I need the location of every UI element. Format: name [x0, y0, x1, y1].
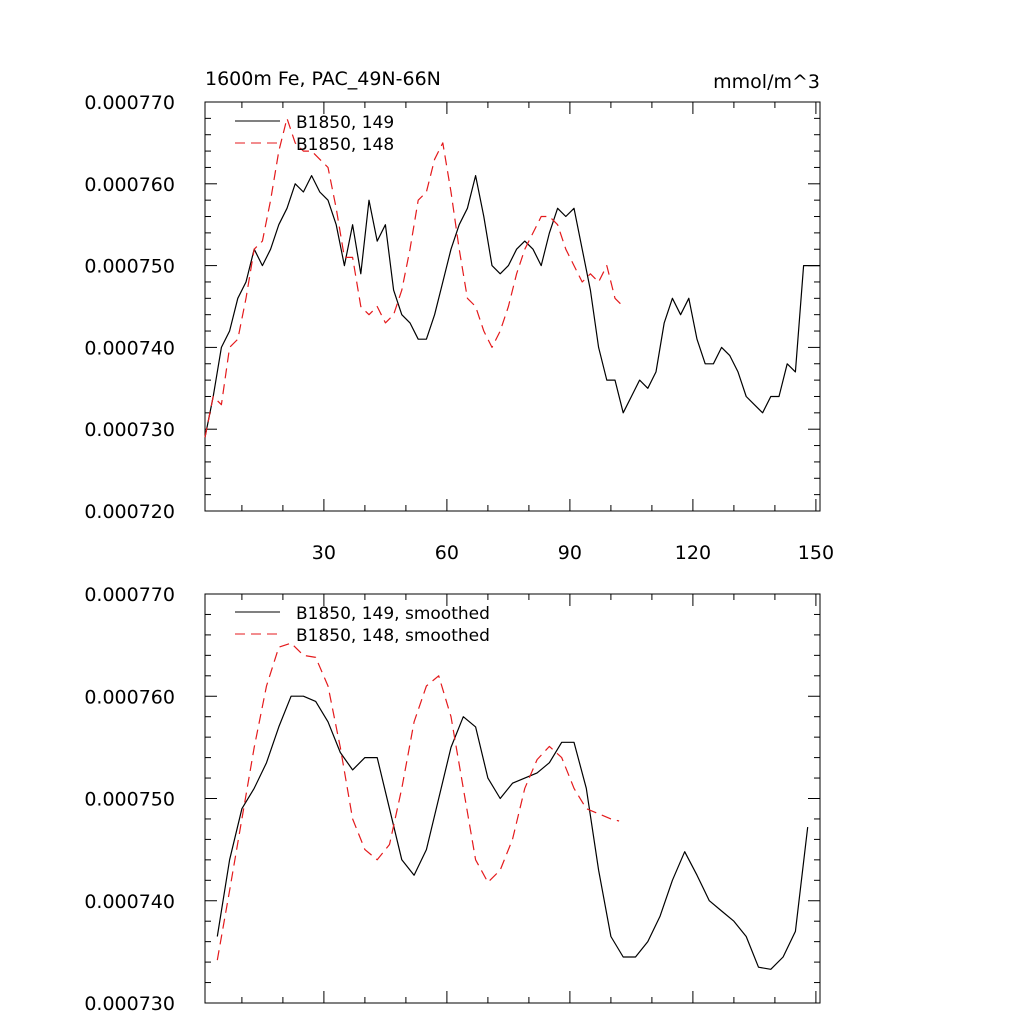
y-tick-label: 0.000740 [84, 891, 175, 913]
bottom-plot-frame [204, 593, 821, 1004]
y-tick-label: 0.000730 [84, 419, 175, 441]
y-tick-label: 0.000720 [84, 501, 175, 523]
bottom-panel: 0.000730 0.000740 0.000750 0.000760 0.000770… [84, 584, 821, 1015]
top-legend: B1850, 149 B1850, 148 [235, 113, 394, 155]
legend-label-b1850-148-smoothed: B1850, 148, smoothed [296, 626, 490, 646]
top-plot-frame [204, 101, 821, 512]
x-tick-label: 150 [798, 542, 834, 564]
y-tick-label: 0.000730 [84, 993, 175, 1015]
y-tick-label: 0.000740 [84, 337, 175, 359]
bottom-legend: B1850, 149, smoothed B1850, 148, smoothe… [235, 604, 490, 646]
x-tick-label: 120 [675, 542, 711, 564]
top-title: 1600m Fe, PAC_49N-66N [205, 68, 441, 90]
series-line-b1850-148 [204, 117, 624, 438]
x-tick-label: 90 [558, 542, 582, 564]
legend-label-b1850-149: B1850, 149 [296, 113, 394, 133]
y-tick-label: 0.000770 [84, 584, 175, 606]
y-tick-label: 0.000770 [84, 92, 175, 114]
legend-label-b1850-149-smoothed: B1850, 149, smoothed [296, 604, 490, 624]
series-line-b1850-148-smoothed [216, 642, 620, 961]
legend-label-b1850-148: B1850, 148 [296, 135, 394, 155]
x-tick-label: 30 [312, 542, 336, 564]
y-tick-label: 0.000760 [84, 174, 175, 196]
top-units: mmol/m^3 [713, 71, 820, 93]
series-line-b1850-149-smoothed [216, 695, 809, 970]
y-tick-label: 0.000760 [84, 686, 175, 708]
top-panel: 1600m Fe, PAC_49N-66N mmol/m^3 0.000720 0… [84, 68, 834, 564]
y-tick-label: 0.000750 [84, 256, 175, 278]
series-line-b1850-149 [204, 175, 820, 438]
y-tick-label: 0.000750 [84, 789, 175, 811]
x-tick-label: 60 [435, 542, 459, 564]
